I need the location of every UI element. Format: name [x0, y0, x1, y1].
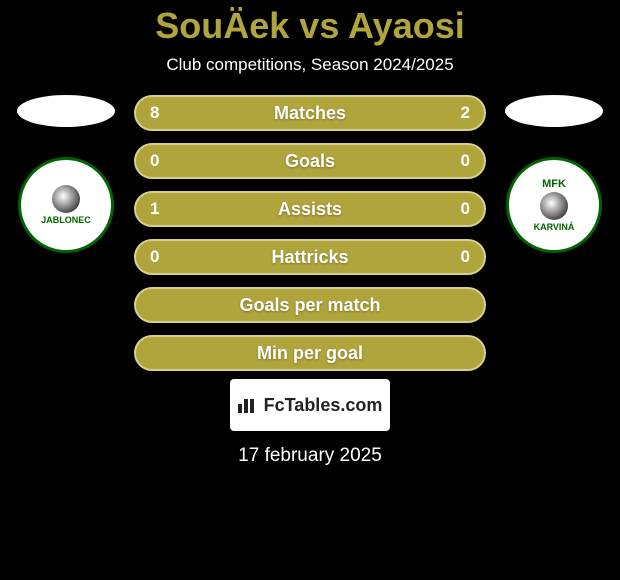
comparison-title: SouÄek vs Ayaosi — [155, 5, 464, 47]
left-club-short: JABLONEC — [41, 215, 91, 225]
stat-row-matches: 8 Matches 2 — [134, 95, 486, 131]
left-column: JABLONEC — [16, 95, 116, 253]
comparison-main: JABLONEC 8 Matches 2 0 Goals 0 1 Assists… — [0, 95, 620, 371]
left-player-placeholder — [17, 95, 115, 127]
right-club-logo-content: MFK KARVINÁ — [534, 178, 575, 232]
bar-chart-icon — [238, 397, 258, 413]
stat-left-value: 8 — [150, 103, 159, 123]
right-club-mfk: MFK — [542, 178, 566, 190]
left-club-logo-content: JABLONEC — [41, 185, 91, 225]
stats-column: 8 Matches 2 0 Goals 0 1 Assists 0 0 Hatt… — [134, 95, 486, 371]
watermark-text: FcTables.com — [264, 395, 383, 416]
stat-label: Matches — [136, 103, 484, 124]
stat-left-value: 0 — [150, 151, 159, 171]
right-player-placeholder — [505, 95, 603, 127]
stat-label: Assists — [136, 199, 484, 220]
comparison-subtitle: Club competitions, Season 2024/2025 — [166, 55, 453, 75]
stat-left-value: 0 — [150, 247, 159, 267]
stat-label: Min per goal — [136, 343, 484, 364]
stat-row-hattricks: 0 Hattricks 0 — [134, 239, 486, 275]
stat-left-value: 1 — [150, 199, 159, 219]
left-club-logo: JABLONEC — [18, 157, 114, 253]
right-column: MFK KARVINÁ — [504, 95, 604, 253]
stat-row-goals: 0 Goals 0 — [134, 143, 486, 179]
right-club-short: KARVINÁ — [534, 222, 575, 232]
stat-row-goals-per-match: Goals per match — [134, 287, 486, 323]
stat-row-min-per-goal: Min per goal — [134, 335, 486, 371]
stat-right-value: 0 — [461, 151, 470, 171]
soccer-ball-icon — [52, 185, 80, 213]
stat-label: Goals per match — [136, 295, 484, 316]
stat-label: Goals — [136, 151, 484, 172]
soccer-ball-icon — [540, 192, 568, 220]
stat-row-assists: 1 Assists 0 — [134, 191, 486, 227]
stat-right-value: 0 — [461, 199, 470, 219]
stat-right-value: 0 — [461, 247, 470, 267]
stat-right-value: 2 — [461, 103, 470, 123]
stat-label: Hattricks — [136, 247, 484, 268]
watermark-badge: FcTables.com — [230, 379, 390, 431]
date-text: 17 february 2025 — [238, 445, 382, 467]
right-club-logo: MFK KARVINÁ — [506, 157, 602, 253]
